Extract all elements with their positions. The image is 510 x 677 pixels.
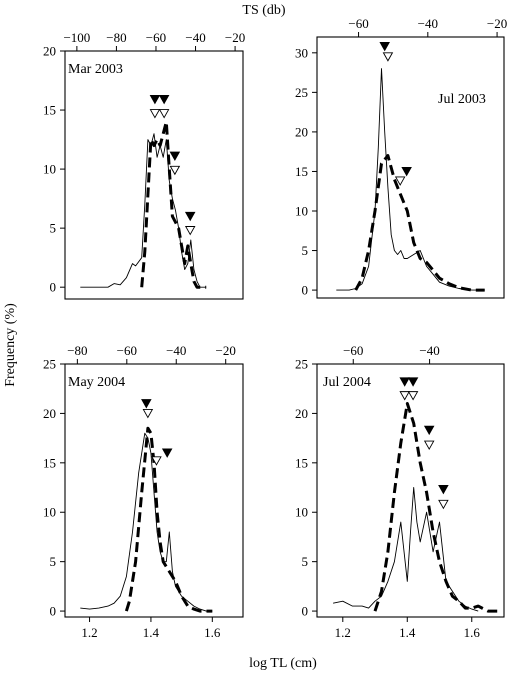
series-dashed-line <box>354 154 485 292</box>
series-solid-line <box>333 487 479 612</box>
filled-triangle-marker <box>169 151 181 162</box>
filled-triangle-marker <box>141 399 152 409</box>
open-triangle-marker <box>169 165 181 176</box>
series-dashed-line <box>140 120 207 289</box>
top-tick-label: −40 <box>419 343 439 358</box>
top-tick-label: −80 <box>67 343 87 358</box>
open-triangle-marker <box>438 499 449 510</box>
y-tick-label: 20 <box>295 124 308 139</box>
top-tick-label: −60 <box>146 30 166 45</box>
plot-frame <box>316 363 505 618</box>
y-tick-label: 0 <box>302 283 309 298</box>
top-tick-label: −40 <box>166 343 186 358</box>
y-tick-label: 0 <box>302 604 309 619</box>
y-tick-label: 20 <box>43 44 56 59</box>
series-solid-line <box>336 68 485 291</box>
x-tick-label: 1.6 <box>204 625 221 640</box>
top-tick-label: −60 <box>117 343 137 358</box>
filled-triangle-marker <box>158 94 170 105</box>
y-tick-label: 25 <box>295 85 308 100</box>
y-tick-label: 5 <box>302 554 309 569</box>
filled-triangle-marker <box>407 377 419 387</box>
y-tick-label: 15 <box>43 103 56 118</box>
y-tick-label: 20 <box>295 406 308 421</box>
y-tick-label: 5 <box>50 221 57 236</box>
y-tick-label: 25 <box>43 357 56 372</box>
filled-triangle-marker <box>401 167 412 177</box>
top-tick-label: −40 <box>418 16 438 31</box>
filled-triangle-marker <box>379 42 390 52</box>
x-tick-label: 1.2 <box>81 625 97 640</box>
top-tick-label: −20 <box>487 16 507 31</box>
panel-title: Jul 2004 <box>323 375 371 390</box>
open-triangle-marker <box>399 391 410 401</box>
panel-title: May 2004 <box>68 375 125 390</box>
x-tick-label: 1.4 <box>143 625 160 640</box>
x-tick-label: 1.2 <box>335 625 351 640</box>
filled-triangle-marker <box>161 448 173 458</box>
y-tick-label: 10 <box>43 505 56 520</box>
open-triangle-marker <box>184 226 196 236</box>
top-axis-title: TS (db) <box>242 3 286 18</box>
y-tick-label: 15 <box>295 164 308 179</box>
filled-triangle-marker <box>438 485 449 495</box>
top-tick-label: −40 <box>185 30 205 45</box>
series-dashed-line <box>124 426 213 613</box>
y-tick-label: 10 <box>43 162 56 177</box>
filled-triangle-marker <box>149 94 161 105</box>
top-tick-label: −20 <box>216 343 236 358</box>
y-tick-label: 10 <box>295 505 308 520</box>
panel-mar-2003: Mar 2003 0 5 10 15 20 −100 −80 −60 −40 −20 <box>43 30 245 300</box>
top-tick-label: −100 <box>63 30 90 45</box>
filled-triangle-marker <box>184 211 196 222</box>
y-tick-label: 25 <box>295 357 308 372</box>
y-tick-label: 5 <box>50 554 57 569</box>
series-dashed-line <box>373 402 498 613</box>
open-triangle-marker <box>394 176 406 186</box>
series-solid-line <box>80 432 213 612</box>
open-triangle-marker <box>158 109 170 119</box>
y-tick-label: 5 <box>302 243 309 258</box>
panel-jul-2003: Jul 2003 0 5 10 15 20 25 30 −60 −40 −20 <box>295 16 507 299</box>
y-axis-title: Frequency (%) <box>3 303 18 387</box>
open-triangle-marker <box>142 408 154 419</box>
panel-jul-2004: Jul 2004 0 5 10 15 20 25 1.2 1.4 1.6 −60 −40 <box>295 343 505 640</box>
top-tick-label: −80 <box>106 30 126 45</box>
open-triangle-marker <box>382 52 394 62</box>
y-tick-label: 10 <box>295 204 308 219</box>
top-tick-label: −60 <box>348 16 368 31</box>
top-tick-label: −20 <box>225 30 245 45</box>
filled-triangle-marker <box>399 377 410 387</box>
x-tick-label: 1.4 <box>399 625 416 640</box>
series-solid-line <box>80 133 207 288</box>
y-tick-label: 15 <box>295 455 308 470</box>
panel-title: Jul 2003 <box>438 92 486 107</box>
x-tick-label: 1.6 <box>464 625 481 640</box>
y-tick-label: 30 <box>295 45 308 60</box>
y-tick-label: 0 <box>50 604 57 619</box>
open-triangle-marker <box>149 109 161 119</box>
top-tick-label: −60 <box>343 343 363 358</box>
filled-triangle-marker <box>423 425 435 436</box>
open-triangle-marker <box>423 440 435 450</box>
y-tick-label: 20 <box>43 406 56 421</box>
y-tick-label: 0 <box>50 280 57 295</box>
bottom-axis-title: log TL (cm) <box>249 656 317 671</box>
plot-frame <box>64 50 244 300</box>
panel-title: Mar 2003 <box>68 62 123 77</box>
plot-frame <box>64 363 244 618</box>
open-triangle-marker <box>407 391 419 401</box>
panel-may-2004: May 2004 0 5 10 15 20 25 1.2 1.4 1.6 −80 −60 −40 −20 <box>43 343 244 640</box>
plot-frame <box>316 36 505 299</box>
y-tick-label: 15 <box>43 455 56 470</box>
open-triangle-marker <box>151 456 162 466</box>
